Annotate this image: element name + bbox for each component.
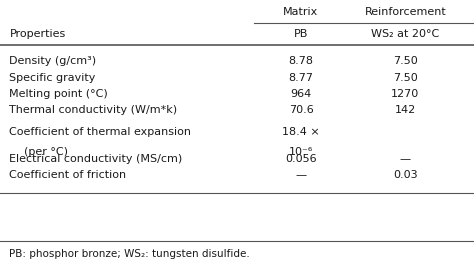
Text: Properties: Properties — [9, 29, 66, 39]
Text: PB: phosphor bronze; WS₂: tungsten disulfide.: PB: phosphor bronze; WS₂: tungsten disul… — [9, 249, 250, 259]
Text: 0.03: 0.03 — [393, 171, 418, 180]
Text: 18.4 ×: 18.4 × — [282, 127, 320, 137]
Text: Coefficient of thermal expansion: Coefficient of thermal expansion — [9, 127, 191, 137]
Text: Specific gravity: Specific gravity — [9, 73, 96, 82]
Text: 0.056: 0.056 — [285, 154, 317, 164]
Text: 142: 142 — [395, 105, 416, 115]
Text: 70.6: 70.6 — [289, 105, 313, 115]
Text: Reinforcement: Reinforcement — [365, 7, 446, 17]
Text: 1270: 1270 — [391, 89, 419, 99]
Text: 7.50: 7.50 — [393, 56, 418, 66]
Text: —: — — [295, 171, 307, 180]
Text: 8.78: 8.78 — [289, 56, 313, 66]
Text: Electrical conductivity (MS/cm): Electrical conductivity (MS/cm) — [9, 154, 183, 164]
Text: Melting point (°C): Melting point (°C) — [9, 89, 108, 99]
Text: PB: PB — [294, 29, 308, 39]
Text: 10⁻⁶: 10⁻⁶ — [289, 147, 313, 157]
Text: WS₂ at 20°C: WS₂ at 20°C — [371, 29, 439, 39]
Text: —: — — [400, 154, 411, 164]
Text: Matrix: Matrix — [283, 7, 319, 17]
Text: 7.50: 7.50 — [393, 73, 418, 82]
Text: (per °C): (per °C) — [24, 147, 68, 157]
Text: 8.77: 8.77 — [289, 73, 313, 82]
Text: 964: 964 — [291, 89, 311, 99]
Text: Thermal conductivity (W/m*k): Thermal conductivity (W/m*k) — [9, 105, 178, 115]
Text: Density (g/cm³): Density (g/cm³) — [9, 56, 97, 66]
Text: Coefficient of friction: Coefficient of friction — [9, 171, 127, 180]
